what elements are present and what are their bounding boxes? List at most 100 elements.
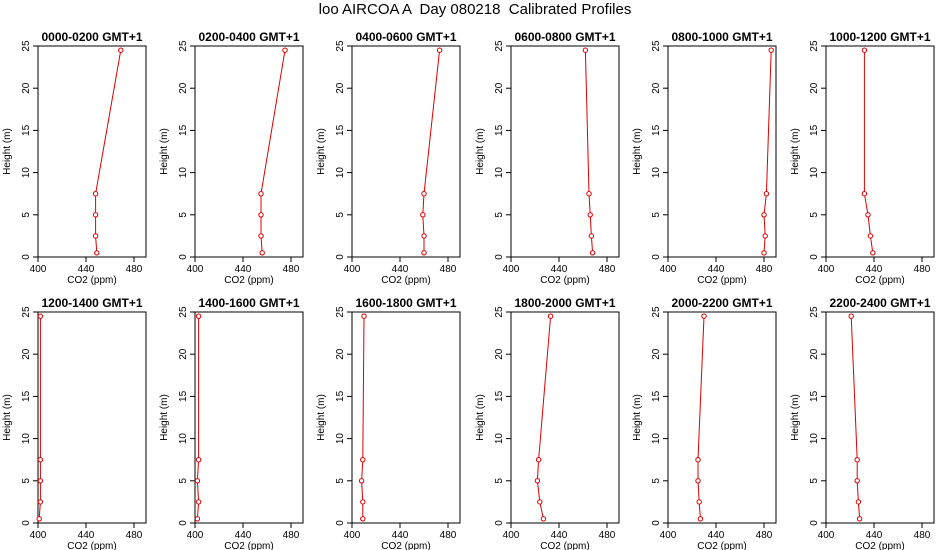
y-tick-label: 15 xyxy=(809,390,820,402)
data-point xyxy=(695,457,701,463)
y-tick-label: 5 xyxy=(809,478,820,484)
page-title: loo AIRCOA A Day 080218 Calibrated Profi… xyxy=(318,1,632,18)
data-point xyxy=(92,233,99,239)
x-tick-label: 400 xyxy=(30,264,47,275)
y-tick-label: 5 xyxy=(21,212,32,218)
panel-title: 2000-2200 GMT+1 xyxy=(671,296,772,310)
x-tick-label: 440 xyxy=(708,530,725,541)
y-tick-label: 15 xyxy=(178,124,189,136)
panel-title: 0000-0200 GMT+1 xyxy=(41,30,142,44)
data-point xyxy=(848,313,854,319)
y-tick-label: 5 xyxy=(21,478,32,484)
x-axis-label: CO2 (ppm) xyxy=(67,275,116,286)
x-axis-label: CO2 (ppm) xyxy=(697,275,746,286)
y-tick-label: 25 xyxy=(21,306,32,318)
y-tick-label: 0 xyxy=(494,254,505,260)
data-point xyxy=(358,478,365,484)
data-point xyxy=(195,457,202,463)
y-tick-label: 0 xyxy=(21,520,32,526)
x-axis-label: CO2 (ppm) xyxy=(381,541,430,550)
y-axis-label: Height (m) xyxy=(790,394,801,441)
y-tick-label: 15 xyxy=(651,390,662,402)
y-tick-label: 10 xyxy=(494,167,505,179)
plot-frame xyxy=(825,311,935,524)
y-tick-label: 10 xyxy=(21,433,32,445)
data-point xyxy=(92,191,99,197)
y-tick-label: 5 xyxy=(335,478,346,484)
data-point xyxy=(360,516,366,522)
data-point xyxy=(547,313,554,319)
y-tick-label: 5 xyxy=(494,478,505,484)
series-segment xyxy=(361,462,364,479)
x-tick-label: 400 xyxy=(818,530,835,541)
y-tick-label: 20 xyxy=(335,82,346,94)
data-point xyxy=(537,499,543,505)
data-point xyxy=(586,191,592,197)
y-tick-label: 0 xyxy=(494,520,505,526)
data-point xyxy=(870,250,876,256)
series-segment xyxy=(95,238,98,251)
data-point xyxy=(697,516,704,522)
x-tick-label: 400 xyxy=(818,264,835,275)
data-point xyxy=(861,191,868,197)
series-segment xyxy=(361,483,364,500)
panel-title: 1600-1800 GMT+1 xyxy=(355,296,456,310)
data-point xyxy=(37,499,44,505)
y-axis-label: Height (m) xyxy=(475,128,486,175)
series-segment xyxy=(867,217,871,234)
y-tick-label: 0 xyxy=(335,254,346,260)
x-tick-label: 440 xyxy=(708,264,725,275)
x-axis-label: CO2 (ppm) xyxy=(224,541,273,550)
y-tick-label: 10 xyxy=(335,167,346,179)
x-axis-label: CO2 (ppm) xyxy=(697,541,746,550)
panel-title: 1000-1200 GMT+1 xyxy=(829,30,930,44)
y-tick-label: 0 xyxy=(178,254,189,260)
data-point xyxy=(854,457,860,463)
x-tick-label: 440 xyxy=(235,264,252,275)
chart-panel: 2200-2400 GMT+1 400 440 480 0 5 10 15 20 25 CO2 (p… xyxy=(790,296,935,550)
x-axis-label: CO2 (ppm) xyxy=(67,541,116,550)
data-point xyxy=(420,212,426,218)
chart-panel: 0800-1000 GMT+1 400 440 480 0 5 10 15 20 25 CO2 (p… xyxy=(632,30,777,286)
y-tick-label: 20 xyxy=(809,82,820,94)
data-point xyxy=(421,233,427,239)
y-axis-label: Height (m) xyxy=(159,394,170,441)
x-tick-label: 400 xyxy=(503,530,520,541)
y-tick-label: 15 xyxy=(335,124,346,136)
x-tick-label: 400 xyxy=(344,264,361,275)
y-tick-label: 5 xyxy=(651,212,662,218)
chart-panel: 1400-1600 GMT+1 400 440 480 0 5 10 15 20 25 CO2 (p… xyxy=(159,296,304,550)
panel-title: 0400-0600 GMT+1 xyxy=(355,30,456,44)
data-point xyxy=(582,47,589,53)
series-segment xyxy=(537,483,541,500)
y-tick-label: 0 xyxy=(651,254,662,260)
series-segment xyxy=(197,462,199,479)
series-segment xyxy=(422,196,425,213)
data-point xyxy=(865,212,871,218)
series-segment xyxy=(591,238,593,251)
series-segment xyxy=(763,238,766,251)
series-segment xyxy=(763,196,767,213)
data-point xyxy=(94,250,100,256)
y-tick-label: 20 xyxy=(178,348,189,360)
panel-title: 0600-0800 GMT+1 xyxy=(514,30,615,44)
y-axis-label: Height (m) xyxy=(316,128,327,175)
series-segment xyxy=(870,238,873,251)
x-tick-label: 400 xyxy=(660,530,677,541)
panel-title: 1200-1400 GMT+1 xyxy=(41,296,142,310)
y-tick-label: 10 xyxy=(651,433,662,445)
data-point xyxy=(695,478,701,484)
data-point xyxy=(696,499,702,505)
data-point xyxy=(37,313,44,319)
data-point xyxy=(194,516,201,522)
data-point xyxy=(540,516,547,522)
y-tick-label: 15 xyxy=(21,124,32,136)
plot-frame xyxy=(667,45,777,258)
plot-frame xyxy=(37,45,147,258)
data-point xyxy=(194,478,201,484)
x-tick-label: 440 xyxy=(78,264,95,275)
panel-title: 1400-1600 GMT+1 xyxy=(198,296,299,310)
plot-frame xyxy=(825,45,935,258)
data-point xyxy=(761,250,767,256)
